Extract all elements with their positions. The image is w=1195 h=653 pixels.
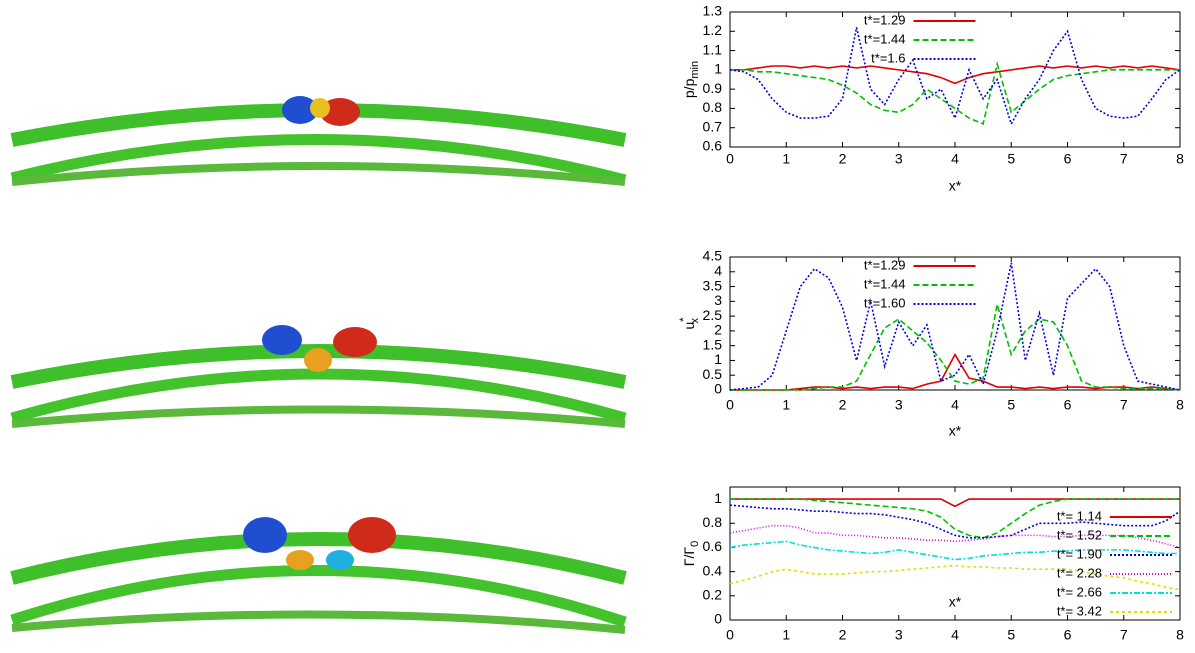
x-tick-label: 7	[1120, 627, 1128, 643]
x-tick-label: 5	[1007, 627, 1015, 643]
y-axis-title-sub: 0	[689, 541, 701, 547]
legend-label: t*= 2.28	[1057, 565, 1102, 580]
legend-label: t*=1.6	[871, 50, 905, 65]
line-chart: 0 1 2 3 4 5 6 7 800.511.522.533.544.5x*u*xt*=1.2…	[678, 248, 1184, 439]
vortex-render-3	[10, 517, 627, 634]
x-tick-label: 7	[1120, 151, 1128, 167]
y-axis-title-main: u	[681, 322, 697, 330]
y-tick-label: 2.5	[703, 307, 723, 323]
plot-frame	[729, 256, 1181, 391]
data-line	[729, 540, 1180, 561]
y-axis-title: Γ/Γ0	[681, 541, 701, 566]
x-tick-label: 1	[782, 627, 790, 643]
y-tick-label: 0.6	[703, 138, 723, 154]
legend-label: t*=1.44	[864, 31, 906, 46]
x-tick-label: 2	[839, 151, 847, 167]
vortex-render-1	[10, 96, 627, 186]
legend-label: t*= 1.52	[1057, 527, 1102, 542]
y-tick-label: 0.9	[703, 80, 723, 96]
y-tick-label: 0.4	[703, 562, 723, 578]
y-axis-title-sub: x	[689, 317, 701, 323]
x-tick-label: 0	[726, 397, 734, 413]
y-tick-label: 1	[714, 351, 722, 367]
x-tick-label: 8	[1176, 397, 1184, 413]
y-axis-title-main: p/p	[681, 78, 697, 98]
line-chart: 0 1 2 3 4 5 6 7 800.20.40.60.81x*Γ/Γ0t*= 1.14t*=…	[681, 486, 1184, 643]
y-tick-label: 0.8	[703, 514, 723, 530]
vortex-render-2	[10, 325, 627, 428]
y-axis-title: p/pmin	[681, 61, 701, 98]
legend-label: t*=1.44	[864, 276, 906, 291]
x-tick-label: 3	[895, 397, 903, 413]
y-axis-title: u*x	[678, 317, 701, 330]
legend-label: t*= 2.66	[1057, 584, 1102, 599]
legend-label: t*= 3.42	[1057, 603, 1102, 618]
y-tick-label: 1	[714, 61, 722, 77]
x-axis-title: x*	[949, 594, 962, 610]
data-line	[729, 262, 1181, 391]
plot-frame	[729, 11, 1181, 148]
y-tick-label: 0.7	[703, 118, 723, 134]
x-tick-label: 0	[726, 151, 734, 167]
y-tick-label: 0.2	[703, 587, 723, 603]
data-line	[729, 504, 1181, 539]
data-line	[730, 60, 1180, 125]
y-tick-label: 3.5	[703, 277, 723, 293]
y-tick-label: 1.2	[703, 22, 723, 38]
x-tick-label: 4	[951, 627, 959, 643]
y-tick-label: 4	[714, 262, 722, 278]
y-tick-label: 0.5	[703, 366, 723, 382]
x-tick-label: 1	[782, 397, 790, 413]
x-tick-label: 4	[951, 397, 959, 413]
y-tick-label: 0	[714, 611, 722, 627]
y-tick-label: 0.8	[703, 99, 723, 115]
y-tick-label: 2	[714, 322, 722, 338]
x-tick-label: 3	[895, 627, 903, 643]
x-tick-label: 4	[951, 151, 959, 167]
x-tick-label: 3	[895, 151, 903, 167]
data-line	[730, 304, 1181, 391]
y-axis-title-main: Γ/Γ	[681, 547, 697, 567]
y-tick-label: 1.1	[703, 41, 723, 57]
x-axis-title: x*	[949, 178, 962, 194]
y-tick-label: 0.6	[703, 538, 723, 554]
y-axis-title-sup: *	[678, 317, 690, 322]
y-axis-title-sub: min	[689, 61, 701, 79]
y-tick-label: 1.5	[703, 336, 723, 352]
x-tick-label: 0	[726, 627, 734, 643]
y-tick-label: 4.5	[703, 248, 723, 264]
y-tick-label: 1.3	[703, 3, 723, 19]
legend-label: t*=1.29	[864, 257, 906, 272]
x-axis-title: x*	[949, 423, 962, 439]
x-tick-label: 8	[1176, 627, 1184, 643]
x-tick-label: 5	[1007, 397, 1015, 413]
x-tick-label: 7	[1120, 397, 1128, 413]
data-line	[730, 65, 1181, 85]
x-tick-label: 2	[839, 397, 847, 413]
legend-label: t*= 1.14	[1057, 508, 1102, 523]
data-line	[730, 498, 1180, 539]
data-line	[730, 498, 1180, 508]
y-tick-label: 3	[714, 292, 722, 308]
x-tick-label: 5	[1007, 151, 1015, 167]
legend-label: t*= 1.90	[1057, 546, 1102, 561]
data-line	[729, 564, 1181, 591]
x-tick-label: 8	[1176, 151, 1184, 167]
y-tick-label: 1	[714, 490, 722, 506]
x-tick-label: 6	[1064, 627, 1072, 643]
y-tick-label: 0	[714, 381, 722, 397]
line-chart: 0 1 2 3 4 5 6 7 8 0.6 0.7 0.8 0.9 1 1.1 1.2 1.3 x* p/pmin t…	[681, 3, 1184, 194]
x-tick-label: 6	[1064, 397, 1072, 413]
x-tick-label: 6	[1064, 151, 1072, 167]
data-line	[729, 27, 1181, 126]
legend-label: t*=1.60	[864, 295, 906, 310]
x-tick-label: 2	[839, 627, 847, 643]
legend-label: t*=1.29	[864, 12, 906, 27]
data-line	[730, 352, 1181, 391]
x-tick-label: 1	[782, 151, 790, 167]
